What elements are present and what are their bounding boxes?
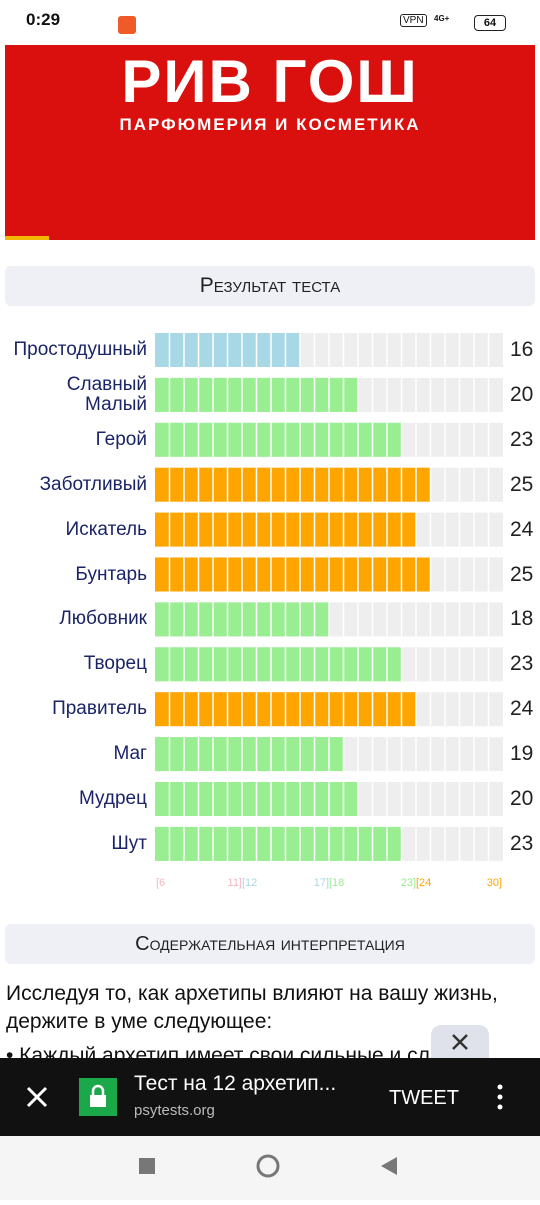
bar [155,557,431,592]
ad-domain: psytests.org [134,1102,215,1119]
value-label: 24 [510,517,534,541]
status-bar: 0:29 VPN 4G+ 64 [0,0,540,45]
bar [155,826,402,861]
scale-label: [6 [156,876,166,889]
bar [155,647,402,682]
bar-canvas [155,333,503,861]
category-label: Правитель [52,698,147,720]
close-ad-button[interactable] [431,1025,489,1059]
value-label: 19 [510,742,534,766]
scale-label: 11] [227,876,242,889]
value-label: 18 [510,607,534,631]
value-label: 25 [510,472,534,496]
category-label: Шут [111,832,147,854]
category-label: Славный Малый [66,373,147,415]
category-label: Искатель [65,518,147,540]
network: 4G+ [434,14,450,23]
value-label: 25 [510,562,534,586]
category-label: Творец [83,653,147,675]
value-label: 16 [510,338,534,361]
category-label: Герой [95,428,147,450]
value-label: 24 [510,697,534,721]
scale-label: 17] [313,876,329,889]
bar [155,467,431,502]
bar [155,422,402,457]
scale-label: 30] [486,876,502,889]
value-label: 23 [510,831,534,855]
banner-subtitle: ПАРФЮМЕРИЯ И КОСМЕТИКА [119,115,421,134]
value-label: 23 [510,652,534,676]
ad-bar: Тест на 12 архетип... psytests.org TWEET [0,1058,540,1136]
value-label: 20 [510,787,534,810]
lock-icon [79,1078,117,1116]
app-icon [118,16,136,34]
scale-label: 23] [400,876,416,889]
value-label: 23 [510,427,534,451]
category-label: Маг [113,743,147,765]
value-label: 20 [510,382,534,406]
section-header: Результат теста [5,266,535,306]
section-header: Содержательная интерпретация [5,924,535,964]
category-label: Заботливый [39,473,147,495]
recent-button[interactable] [139,1158,155,1174]
bar [155,737,344,772]
close-icon [452,1034,468,1050]
category-label: Простодушный [13,339,147,360]
ad-title[interactable]: Тест на 12 архетип... [134,1072,337,1095]
banner-title: РИВ ГОШ [121,48,419,115]
close-button[interactable] [24,1084,52,1112]
category-label: Бунтарь [75,563,147,585]
back-button[interactable] [381,1157,397,1175]
chart: Простодушный 16 Славный Малый 20 Герой 23 Забо… [0,320,540,890]
clock: 0:29 [26,10,61,29]
tweet-button[interactable]: TWEET [389,1087,459,1109]
vpn-indicator: VPN [400,14,427,27]
menu-button[interactable] [494,1082,506,1112]
category-label: Мудрец [78,788,147,809]
scale-label: [12 [242,876,258,889]
nav-bar [0,1136,540,1200]
home-button[interactable] [256,1154,280,1178]
progress [5,236,49,240]
nav-buttons [139,1154,397,1178]
category-label: Любовник [59,608,147,630]
scale-label: [24 [416,876,432,889]
ad-banner[interactable]: РИВ ГОШ ПАРФЮМЕРИЯ И КОСМЕТИКА [5,45,535,240]
paragraph: Исследуя то, как архетипы влияют на вашу… [6,982,498,1033]
scale-label: [18 [329,876,345,889]
battery: 64 [474,15,506,31]
